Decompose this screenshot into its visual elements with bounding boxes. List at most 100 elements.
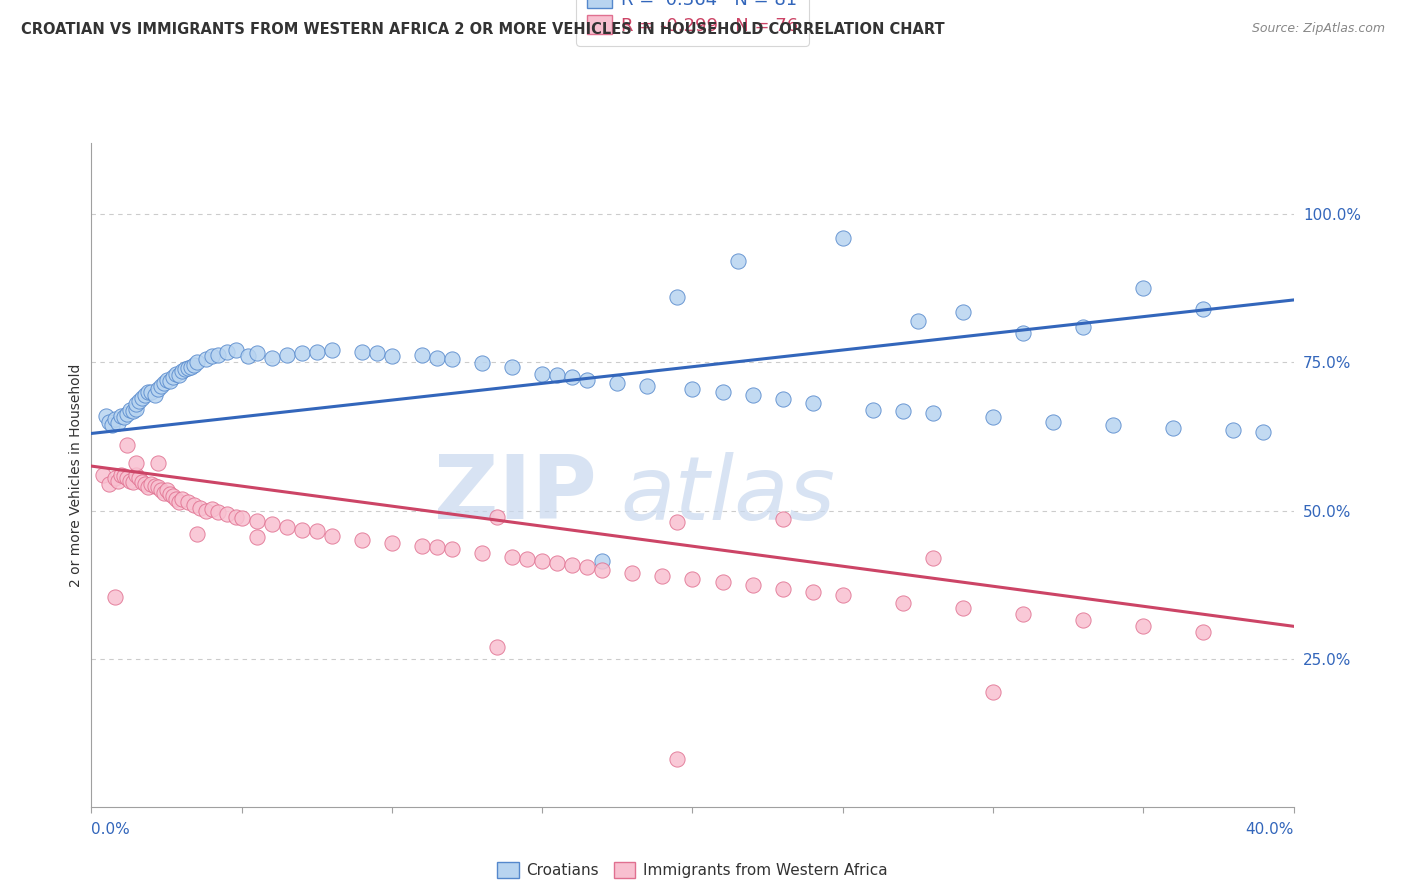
Point bbox=[162, 489, 184, 503]
Point bbox=[305, 524, 328, 539]
Point bbox=[186, 527, 208, 541]
Point bbox=[576, 373, 599, 387]
Point bbox=[651, 569, 673, 583]
Point bbox=[131, 475, 153, 489]
Point bbox=[321, 343, 343, 358]
Point bbox=[125, 467, 148, 482]
Point bbox=[149, 483, 172, 497]
Point bbox=[1192, 301, 1215, 316]
Point bbox=[236, 349, 259, 363]
Point bbox=[276, 348, 298, 362]
Point bbox=[155, 373, 177, 387]
Point bbox=[952, 601, 974, 615]
Point bbox=[98, 415, 121, 429]
Point bbox=[666, 516, 689, 530]
Point bbox=[138, 480, 160, 494]
Point bbox=[666, 751, 689, 765]
Point bbox=[215, 507, 238, 521]
Point bbox=[666, 290, 689, 304]
Point bbox=[591, 554, 613, 568]
Point bbox=[531, 367, 554, 381]
Point bbox=[381, 349, 404, 363]
Point bbox=[143, 478, 166, 492]
Point bbox=[981, 684, 1004, 698]
Point bbox=[201, 502, 224, 516]
Point bbox=[711, 384, 734, 399]
Point bbox=[246, 514, 269, 528]
Point bbox=[194, 503, 217, 517]
Point bbox=[440, 352, 463, 367]
Point bbox=[170, 491, 193, 506]
Point bbox=[93, 467, 115, 482]
Y-axis label: 2 or more Vehicles in Household: 2 or more Vehicles in Household bbox=[69, 363, 83, 587]
Point bbox=[231, 510, 253, 524]
Point bbox=[276, 520, 298, 534]
Point bbox=[891, 404, 914, 418]
Point bbox=[681, 382, 703, 396]
Point bbox=[321, 528, 343, 542]
Point bbox=[104, 411, 127, 425]
Point bbox=[167, 494, 190, 508]
Point bbox=[134, 476, 156, 491]
Point bbox=[440, 542, 463, 557]
Point bbox=[186, 355, 208, 369]
Point bbox=[201, 349, 224, 363]
Point bbox=[173, 362, 195, 376]
Point bbox=[981, 409, 1004, 424]
Point bbox=[120, 402, 142, 417]
Point bbox=[146, 382, 169, 396]
Point bbox=[350, 533, 373, 548]
Point bbox=[741, 388, 763, 402]
Point bbox=[486, 640, 509, 654]
Point bbox=[801, 395, 824, 409]
Point bbox=[260, 351, 283, 365]
Text: CROATIAN VS IMMIGRANTS FROM WESTERN AFRICA 2 OR MORE VEHICLES IN HOUSEHOLD CORRE: CROATIAN VS IMMIGRANTS FROM WESTERN AFRI… bbox=[21, 22, 945, 37]
Point bbox=[411, 348, 433, 362]
Point bbox=[891, 596, 914, 610]
Point bbox=[516, 552, 538, 566]
Point bbox=[117, 471, 139, 485]
Point bbox=[110, 409, 132, 423]
Point bbox=[122, 475, 145, 489]
Point bbox=[207, 348, 229, 362]
Point bbox=[772, 392, 794, 406]
Point bbox=[143, 388, 166, 402]
Point bbox=[98, 476, 121, 491]
Point bbox=[138, 384, 160, 399]
Point bbox=[225, 343, 247, 358]
Point bbox=[104, 471, 127, 485]
Point bbox=[146, 480, 169, 494]
Point bbox=[176, 361, 198, 376]
Point bbox=[576, 560, 599, 574]
Point bbox=[162, 370, 184, 384]
Point bbox=[1071, 613, 1094, 627]
Point bbox=[831, 230, 853, 244]
Point bbox=[1161, 420, 1184, 434]
Point bbox=[188, 500, 211, 515]
Point bbox=[350, 344, 373, 359]
Point bbox=[141, 476, 163, 491]
Point bbox=[114, 469, 136, 483]
Point bbox=[155, 483, 177, 497]
Point bbox=[165, 367, 187, 381]
Point bbox=[772, 512, 794, 526]
Point bbox=[862, 402, 884, 417]
Point bbox=[922, 551, 945, 566]
Point bbox=[131, 391, 153, 405]
Point bbox=[141, 384, 163, 399]
Point bbox=[104, 590, 127, 604]
Point bbox=[125, 401, 148, 416]
Point bbox=[381, 536, 404, 550]
Point bbox=[291, 346, 314, 360]
Point bbox=[125, 397, 148, 411]
Point bbox=[471, 356, 494, 370]
Point bbox=[411, 539, 433, 553]
Text: Source: ZipAtlas.com: Source: ZipAtlas.com bbox=[1251, 22, 1385, 36]
Point bbox=[117, 438, 139, 452]
Point bbox=[907, 314, 929, 328]
Point bbox=[1102, 417, 1125, 432]
Point bbox=[180, 359, 202, 374]
Point bbox=[152, 485, 174, 500]
Point bbox=[606, 376, 628, 390]
Point bbox=[159, 487, 181, 501]
